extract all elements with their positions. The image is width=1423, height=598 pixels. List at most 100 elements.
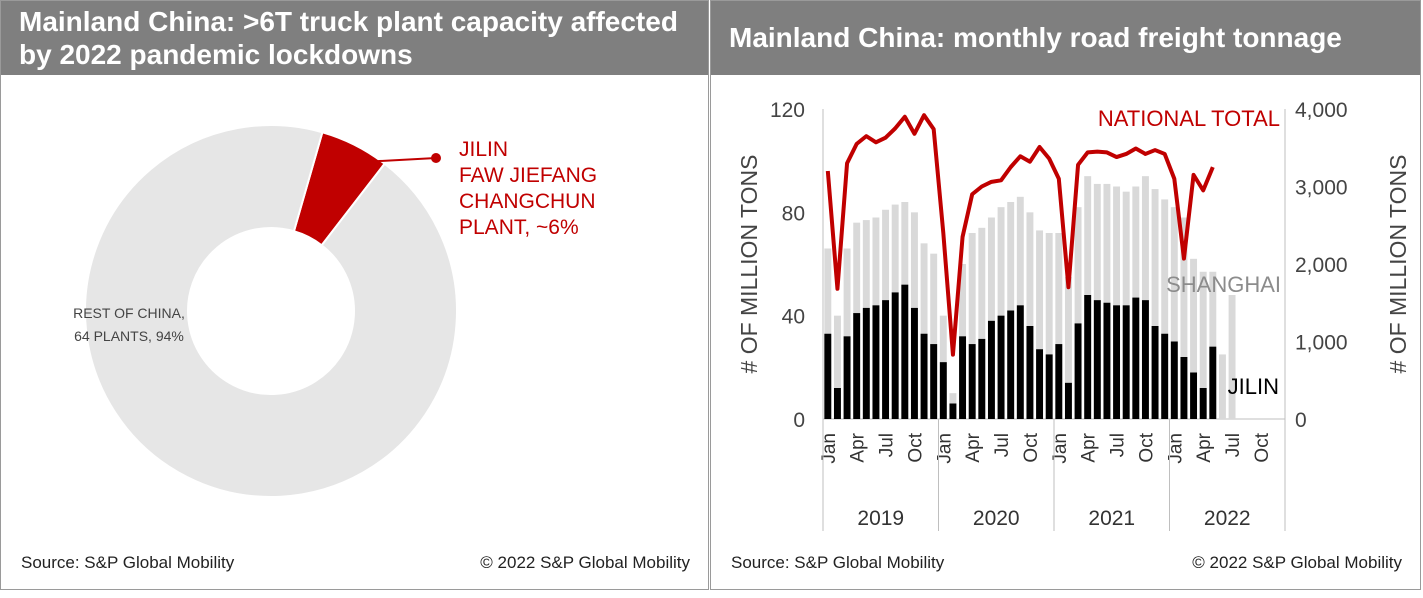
shanghai-bar xyxy=(1064,276,1072,419)
jilin-bar xyxy=(901,284,909,419)
shanghai-bar xyxy=(1199,271,1207,419)
shanghai-bar xyxy=(1055,233,1063,419)
left-panel-header: Mainland China: >6T truck plant capacity… xyxy=(1,1,708,75)
shanghai-bar xyxy=(997,207,1005,419)
jilin-bar xyxy=(968,344,976,419)
jilin-bar xyxy=(853,313,861,419)
jilin-bar xyxy=(1132,297,1140,419)
shanghai-bar xyxy=(1151,189,1159,419)
freight-bar-chart: 0 40 80 120 0 1,000 2,000 3,000 4,000 # OF MILLIO… xyxy=(736,99,1411,531)
month-tick-label: Oct xyxy=(1021,432,1042,462)
shanghai-bar xyxy=(968,233,976,419)
jilin-bar xyxy=(1036,349,1044,419)
jilin-bar xyxy=(1170,341,1178,419)
left-chart-title: Mainland China: >6T truck plant capacity… xyxy=(19,6,678,70)
left-axis-title: # OF MILLION TONS xyxy=(736,155,762,374)
month-tick-label: Jul xyxy=(992,433,1013,457)
jilin-bar xyxy=(1064,382,1072,419)
left-tick-label: 120 xyxy=(770,99,805,122)
jilin-bar xyxy=(1007,310,1015,419)
jilin-bar xyxy=(920,333,928,419)
jilin-slice-label: JILIN FAW JIEFANG CHANGCHUN PLANT, ~6% xyxy=(459,138,597,239)
right-panel-header: Mainland China: monthly road freight ton… xyxy=(711,1,1420,75)
month-tick-label: Jan xyxy=(934,433,955,464)
shanghai-bar xyxy=(930,253,938,419)
right-tick-label: 2,000 xyxy=(1295,254,1348,277)
left-chart-panel: Mainland China: >6T truck plant capacity… xyxy=(0,0,709,590)
jilin-label-line: PLANT, ~6% xyxy=(459,216,579,239)
jilin-bar xyxy=(910,307,918,419)
rest-label-line: 64 PLANTS, 94% xyxy=(74,328,184,344)
jilin-bar xyxy=(1045,354,1053,419)
donut-chart: JILIN FAW JIEFANG CHANGCHUN PLANT, ~6% REST … xyxy=(73,124,597,498)
left-tick-label: 40 xyxy=(782,306,805,329)
left-copyright-note: © 2022 S&P Global Mobility xyxy=(480,553,690,572)
shanghai-bar xyxy=(1074,207,1082,419)
month-tick-label: Oct xyxy=(1252,432,1273,462)
jilin-bar xyxy=(1180,357,1188,419)
national-total-label: NATIONAL TOTAL xyxy=(1098,106,1280,131)
shanghai-bar xyxy=(920,243,928,419)
jilin-bar xyxy=(872,305,880,419)
shanghai-bar xyxy=(987,217,995,419)
right-tick-label: 0 xyxy=(1295,409,1307,432)
jilin-bar xyxy=(843,336,851,419)
jilin-bar xyxy=(939,362,947,419)
month-tick-label: Jan xyxy=(1165,433,1186,464)
jilin-bar xyxy=(1026,326,1034,419)
month-tick-label: Jul xyxy=(1223,433,1244,457)
jilin-bar xyxy=(1190,372,1198,419)
shanghai-label: SHANGHAI xyxy=(1166,272,1281,297)
shanghai-bar xyxy=(1190,258,1198,419)
jilin-leader-line xyxy=(345,157,437,164)
right-tick-label: 3,000 xyxy=(1295,177,1348,200)
jilin-bar xyxy=(1074,323,1082,419)
jilin-bar xyxy=(1084,295,1092,419)
jilin-bar xyxy=(949,403,957,419)
shanghai-bar xyxy=(1180,217,1188,419)
shanghai-bar xyxy=(1218,354,1226,419)
shanghai-bar xyxy=(1161,199,1169,419)
jilin-label: JILIN xyxy=(1228,374,1279,399)
month-tick-label: Jul xyxy=(877,433,898,457)
shanghai-bar xyxy=(843,248,851,419)
month-tick-label: Jan xyxy=(819,433,840,464)
jilin-bar xyxy=(833,388,841,419)
jilin-leader-dot xyxy=(431,153,441,163)
shanghai-bar xyxy=(1141,176,1149,419)
year-label: 2019 xyxy=(857,507,904,530)
shanghai-bar xyxy=(1103,183,1111,419)
jilin-bar xyxy=(978,338,986,419)
jilin-bar xyxy=(862,307,870,419)
shanghai-bar xyxy=(1036,230,1044,419)
right-chart-panel: Mainland China: monthly road freight ton… xyxy=(710,0,1421,590)
jilin-bar xyxy=(1141,300,1149,419)
shanghai-bar xyxy=(1170,207,1178,419)
shanghai-bar xyxy=(1026,212,1034,419)
jilin-label-line: FAW JIEFANG xyxy=(459,164,597,187)
right-tick-label: 4,000 xyxy=(1295,99,1348,122)
jilin-bar xyxy=(1093,300,1101,419)
jilin-bar xyxy=(1209,346,1217,419)
right-tick-label: 1,000 xyxy=(1295,332,1348,355)
month-tick-label: Apr xyxy=(963,432,984,462)
jilin-bar xyxy=(1113,305,1121,419)
jilin-bar xyxy=(1151,326,1159,419)
shanghai-bar xyxy=(978,227,986,419)
jilin-bar xyxy=(882,300,890,419)
jilin-bar xyxy=(1199,388,1207,419)
right-source-note: Source: S&P Global Mobility xyxy=(731,553,945,572)
jilin-bar xyxy=(1055,344,1063,419)
rest-label-line: REST OF CHINA, xyxy=(73,305,185,321)
shanghai-bar xyxy=(1045,233,1053,419)
right-copyright-note: © 2022 S&P Global Mobility xyxy=(1192,553,1402,572)
left-tick-label: 0 xyxy=(793,409,805,432)
year-label: 2022 xyxy=(1204,507,1251,530)
shanghai-bar xyxy=(1209,271,1217,419)
month-tick-label: Jan xyxy=(1050,433,1071,464)
jilin-bar xyxy=(987,320,995,419)
jilin-label-line: CHANGCHUN xyxy=(459,190,596,213)
jilin-bar xyxy=(1103,302,1111,419)
jilin-label-line: JILIN xyxy=(459,138,508,161)
month-tick-label: Apr xyxy=(848,432,869,462)
